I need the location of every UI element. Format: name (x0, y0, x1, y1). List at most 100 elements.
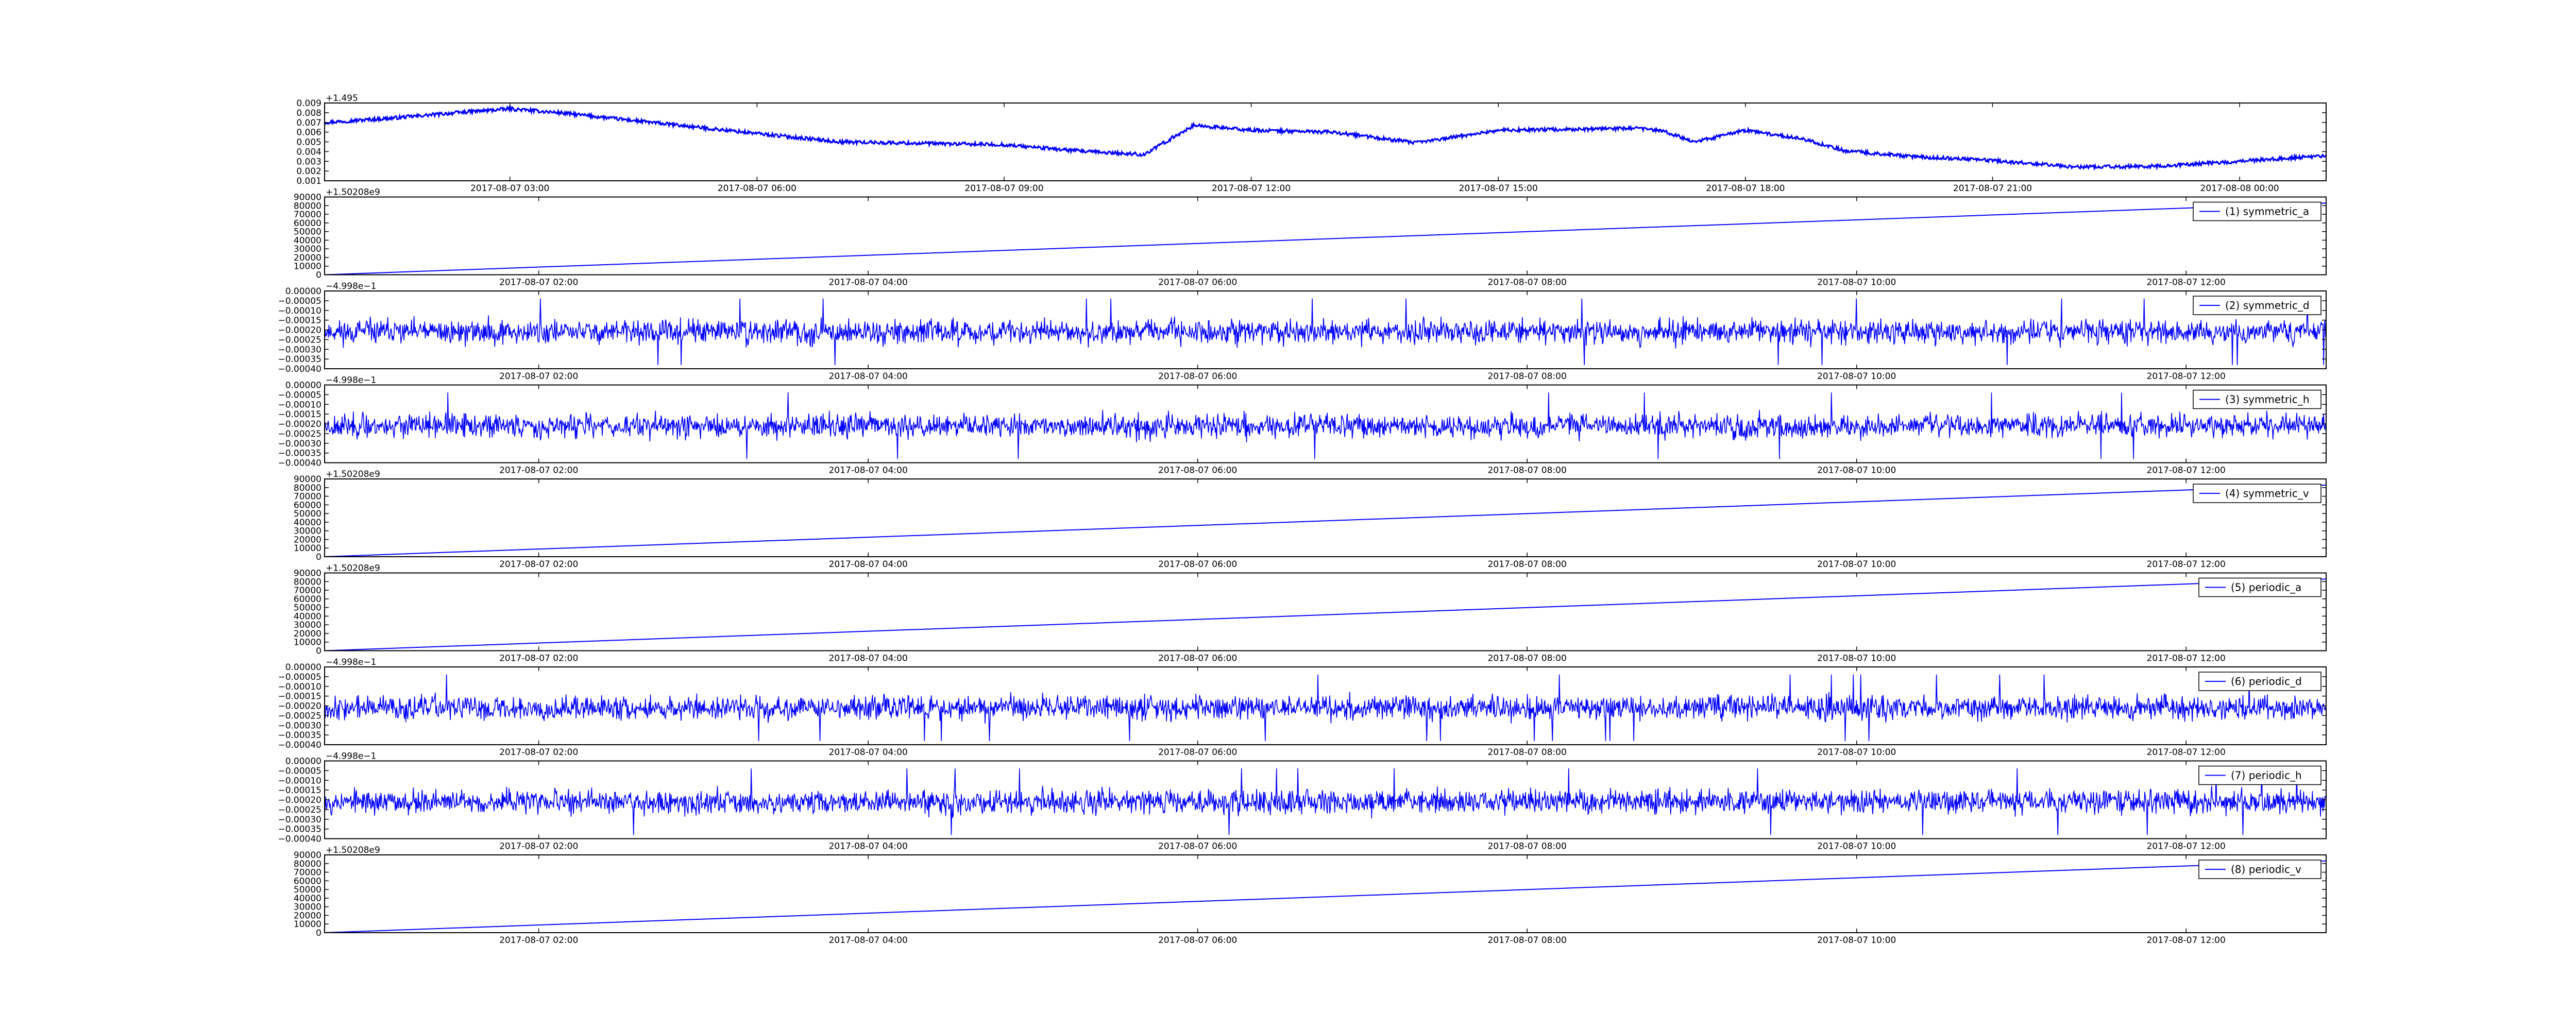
x-tick-label: 2017-08-07 10:00 (1817, 278, 1896, 288)
legend-label: (3) symmetric_h (2225, 393, 2310, 406)
offset-label: +1.50208e9 (326, 845, 380, 855)
x-tick-label: 2017-08-07 15:00 (1459, 183, 1538, 194)
y-tick-label: 60000 (294, 500, 321, 510)
y-tick-label: 50000 (294, 509, 321, 519)
axes-frame-1 (324, 102, 2327, 181)
offset-label: +1.495 (326, 93, 358, 104)
axes-frame-9 (324, 854, 2327, 933)
x-tick-label: 2017-08-07 06:00 (718, 183, 796, 194)
x-tick-label: 2017-08-07 03:00 (470, 183, 549, 194)
y-tick-label: −0.00015 (278, 692, 321, 702)
y-tick-label: 80000 (294, 577, 321, 587)
legend-label: (7) periodic_h (2231, 769, 2302, 782)
x-tick-label: 2017-08-07 04:00 (829, 559, 908, 570)
y-tick-label: 50000 (294, 603, 321, 613)
y-tick-label: −0.00025 (278, 429, 321, 439)
x-tick-label: 2017-08-07 06:00 (1158, 466, 1237, 476)
x-tick-label: 2017-08-07 06:00 (1158, 559, 1237, 570)
y-tick-label: 0.005 (296, 138, 321, 148)
y-tick-label: 70000 (294, 210, 321, 220)
x-tick-label: 2017-08-07 02:00 (499, 747, 578, 758)
y-tick-label: 0.001 (296, 176, 321, 186)
y-tick-label: −0.00015 (278, 785, 321, 796)
y-tick-label: −0.00040 (278, 364, 321, 374)
y-tick-label: −0.00020 (278, 419, 321, 430)
y-tick-label: 80000 (294, 483, 321, 493)
y-tick-label: −0.00025 (278, 335, 321, 345)
y-tick-label: −0.00005 (278, 390, 321, 400)
x-tick-label: 2017-08-07 02:00 (499, 935, 578, 946)
y-tick-label: −0.00030 (278, 720, 321, 731)
x-tick-label: 2017-08-07 04:00 (829, 935, 908, 946)
y-tick-label: 0.00000 (285, 381, 321, 391)
y-tick-label: 70000 (294, 492, 321, 502)
x-tick-label: 2017-08-07 12:00 (2147, 278, 2226, 288)
x-tick-label: 2017-08-07 04:00 (829, 466, 908, 476)
x-tick-label: 2017-08-07 12:00 (2147, 935, 2226, 946)
y-tick-label: 60000 (294, 594, 321, 605)
x-tick-label: 2017-08-07 02:00 (499, 371, 578, 382)
y-tick-label: −0.00020 (278, 325, 321, 336)
x-tick-label: 2017-08-07 08:00 (1488, 559, 1567, 570)
axes-frame-8 (324, 760, 2327, 839)
y-tick-label: 60000 (294, 218, 321, 229)
y-tick-label: −0.00035 (278, 449, 321, 459)
y-tick-label: −0.00030 (278, 345, 321, 355)
y-tick-label: −0.00010 (278, 306, 321, 316)
y-tick-label: 0.006 (296, 128, 321, 138)
y-tick-label: 0.008 (296, 108, 321, 118)
x-tick-label: 2017-08-07 06:00 (1158, 747, 1237, 758)
y-tick-label: −0.00020 (278, 795, 321, 805)
y-tick-label: 10000 (294, 638, 321, 648)
legend-label: (6) periodic_d (2231, 675, 2302, 688)
y-tick-label: 20000 (294, 253, 321, 263)
y-tick-label: −0.00025 (278, 805, 321, 815)
x-tick-label: 2017-08-07 12:00 (2147, 747, 2226, 758)
legend-label: (1) symmetric_a (2225, 205, 2309, 218)
y-tick-label: −0.00025 (278, 711, 321, 721)
series-line-7 (324, 674, 2327, 741)
y-tick-label: −0.00015 (278, 409, 321, 420)
legend-label: (2) symmetric_d (2225, 299, 2310, 312)
y-tick-label: 20000 (294, 535, 321, 545)
y-tick-label: 0.00000 (285, 757, 321, 767)
y-tick-label: −0.00035 (278, 730, 321, 741)
x-tick-label: 2017-08-07 04:00 (829, 842, 908, 852)
y-tick-label: −0.00040 (278, 834, 321, 845)
y-tick-label: 60000 (294, 876, 321, 886)
x-tick-label: 2017-08-07 06:00 (1158, 842, 1237, 852)
offset-label: −4.998e−1 (326, 751, 376, 762)
y-tick-label: 30000 (294, 244, 321, 254)
series-line-1 (324, 105, 2327, 171)
x-tick-label: 2017-08-07 10:00 (1817, 935, 1896, 946)
y-tick-label: 0.00000 (285, 286, 321, 297)
y-tick-label: −0.00040 (278, 458, 321, 469)
x-tick-label: 2017-08-07 12:00 (2147, 654, 2226, 664)
y-tick-label: 10000 (294, 262, 321, 272)
x-tick-label: 2017-08-07 02:00 (499, 842, 578, 852)
axes-frame-5 (324, 478, 2327, 557)
x-tick-label: 2017-08-07 06:00 (1158, 654, 1237, 664)
x-tick-label: 2017-08-07 02:00 (499, 654, 578, 664)
y-tick-label: 40000 (294, 518, 321, 528)
x-tick-label: 2017-08-08 00:00 (2200, 183, 2279, 194)
y-tick-label: 20000 (294, 629, 321, 639)
y-tick-label: 40000 (294, 235, 321, 246)
y-tick-label: 0 (316, 270, 321, 281)
y-tick-label: 70000 (294, 868, 321, 878)
legend-box (2193, 201, 2321, 221)
x-tick-label: 2017-08-07 02:00 (499, 278, 578, 288)
x-tick-label: 2017-08-07 02:00 (499, 466, 578, 476)
y-tick-label: 10000 (294, 543, 321, 554)
series-line-2 (324, 202, 2327, 276)
x-tick-label: 2017-08-07 08:00 (1488, 842, 1567, 852)
y-tick-label: 40000 (294, 611, 321, 622)
y-tick-label: 50000 (294, 885, 321, 895)
x-tick-label: 2017-08-07 12:00 (2147, 842, 2226, 852)
x-tick-label: 2017-08-07 10:00 (1817, 371, 1896, 382)
x-tick-label: 2017-08-07 08:00 (1488, 371, 1567, 382)
y-tick-label: 90000 (294, 569, 321, 579)
series-line-4 (324, 392, 2327, 459)
y-tick-label: 30000 (294, 902, 321, 913)
